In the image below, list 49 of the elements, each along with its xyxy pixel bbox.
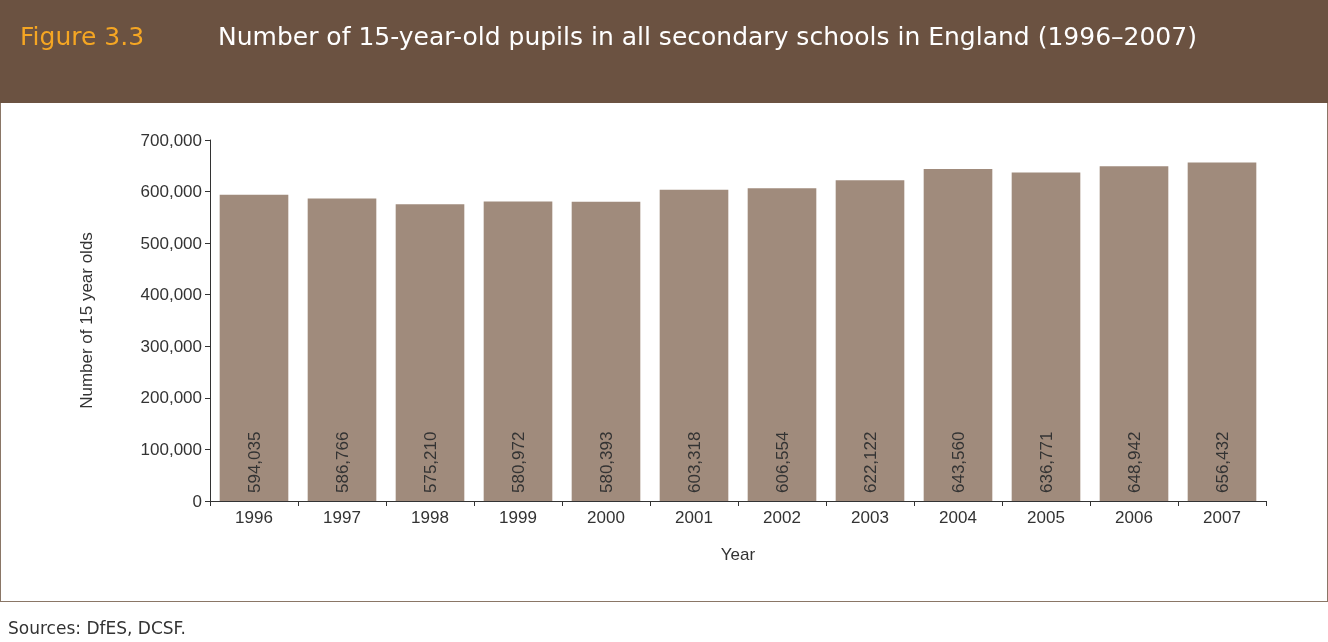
data-label: 636,771 (1036, 431, 1056, 493)
x-tick-label: 1999 (499, 508, 537, 527)
bar (835, 180, 905, 501)
data-label: 606,554 (772, 431, 792, 493)
data-label: 575,210 (420, 431, 440, 493)
bar (923, 169, 993, 501)
data-label: 648,942 (1124, 431, 1144, 493)
x-tick-label: 2002 (763, 508, 801, 527)
x-tick-label: 1996 (235, 508, 273, 527)
bar (571, 201, 641, 501)
y-axis-title: Number of 15 year olds (77, 232, 96, 409)
bar (659, 189, 729, 501)
x-tick-label: 2001 (675, 508, 713, 527)
x-tick-label: 1998 (411, 508, 449, 527)
y-tick-label: 200,000 (140, 388, 202, 408)
y-tick-label: 400,000 (140, 285, 202, 305)
data-label: 603,318 (684, 431, 704, 493)
data-label: 594,035 (244, 431, 264, 493)
y-tick-label: 700,000 (140, 130, 202, 150)
x-tick-label: 2007 (1203, 508, 1241, 527)
bar (395, 204, 465, 501)
x-tick-label: 2005 (1027, 508, 1065, 527)
y-tick-label: 300,000 (140, 336, 202, 356)
bar (1011, 172, 1081, 501)
y-tick-label: 0 (192, 491, 202, 511)
bar (307, 198, 377, 501)
bar (1187, 162, 1257, 501)
x-tick-label: 2000 (587, 508, 625, 527)
bar (1099, 166, 1169, 501)
x-tick-label: 2004 (939, 508, 977, 527)
y-tick-label: 600,000 (140, 182, 202, 202)
data-label: 580,972 (508, 431, 528, 493)
data-label: 656,432 (1212, 431, 1232, 493)
data-label: 580,393 (596, 431, 616, 493)
bar (483, 201, 553, 501)
x-tick-label: 1997 (323, 508, 361, 527)
data-label: 643,560 (948, 431, 968, 493)
x-tick-label: 2006 (1115, 508, 1153, 527)
bar (747, 188, 817, 501)
source-note: Sources: DfES, DCSF. (8, 618, 186, 638)
caption: Figure 3.3 (20, 22, 145, 51)
y-tick-label: 500,000 (140, 233, 202, 253)
data-label: 622,122 (860, 431, 880, 493)
bar (219, 194, 289, 501)
x-axis-title: Year (720, 545, 756, 564)
chart-title: Number of 15-year-old pupils in all secondary schools in England (1996–2007) (218, 22, 1197, 51)
y-tick-label: 100,000 (140, 439, 202, 459)
data-label: 586,766 (332, 431, 352, 493)
x-tick-label: 2003 (851, 508, 889, 527)
